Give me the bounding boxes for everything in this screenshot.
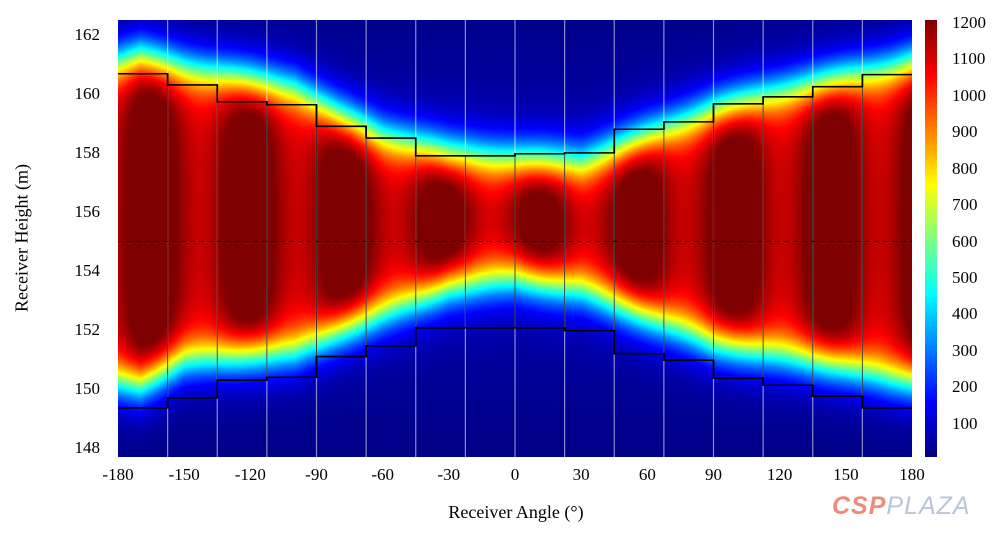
- colorbar-tick-label: 700: [952, 195, 978, 215]
- x-tick-label: 150: [833, 465, 859, 484]
- colorbar-tick-label: 100: [952, 413, 978, 433]
- y-tick-label: 160: [74, 83, 101, 103]
- x-tick-label: -120: [234, 465, 266, 484]
- x-tick-label: -30: [437, 465, 461, 484]
- csp-plaza-logo: CSPPLAZA: [832, 492, 971, 521]
- x-tick-label: 180: [899, 465, 925, 484]
- x-tick-label: -90: [305, 465, 328, 484]
- colorbar-tick-label: 1200: [952, 13, 986, 32]
- y-tick-label: 156: [74, 201, 101, 221]
- heatmap-plot-area: [118, 20, 912, 457]
- panel-bottom-outline: [118, 327, 912, 409]
- y-tick-label: 150: [74, 379, 101, 399]
- colorbar-tick-label: 1000: [952, 85, 986, 105]
- logo-part-2: PLAZA: [886, 492, 971, 520]
- x-tick-label: -180: [102, 465, 134, 484]
- panel-overlay: [118, 20, 912, 457]
- colorbar-tick-label: 200: [952, 377, 978, 397]
- colorbar: [925, 20, 937, 457]
- colorbar-tick-label: 500: [952, 267, 978, 287]
- y-tick-label: 158: [74, 142, 101, 162]
- y-tick-label: 154: [74, 260, 101, 280]
- y-tick-label: 162: [74, 24, 101, 44]
- x-tick-label: 0: [510, 465, 520, 484]
- x-axis-title: Receiver Angle (°): [448, 502, 584, 522]
- y-tick-label: 152: [74, 320, 101, 340]
- colorbar-tick-label: 400: [952, 304, 978, 324]
- colorbar-tick-label: 600: [952, 231, 978, 251]
- y-axis-title: Receiver Height (m): [11, 164, 32, 312]
- x-tick-label: 120: [766, 465, 793, 484]
- x-tick-label: 90: [705, 465, 722, 484]
- y-tick-label: 148: [74, 438, 101, 458]
- colorbar-tick-label: 300: [952, 340, 978, 360]
- x-tick-label: 30: [572, 465, 590, 484]
- colorbar-tick-label: 1100: [952, 49, 986, 69]
- logo-part-1: CSP: [832, 492, 887, 520]
- x-tick-label: -60: [371, 465, 394, 484]
- x-tick-label: -150: [168, 465, 200, 484]
- x-tick-label: 60: [638, 465, 656, 484]
- colorbar-tick-label: 900: [952, 122, 978, 142]
- colorbar-tick-label: 800: [952, 158, 978, 178]
